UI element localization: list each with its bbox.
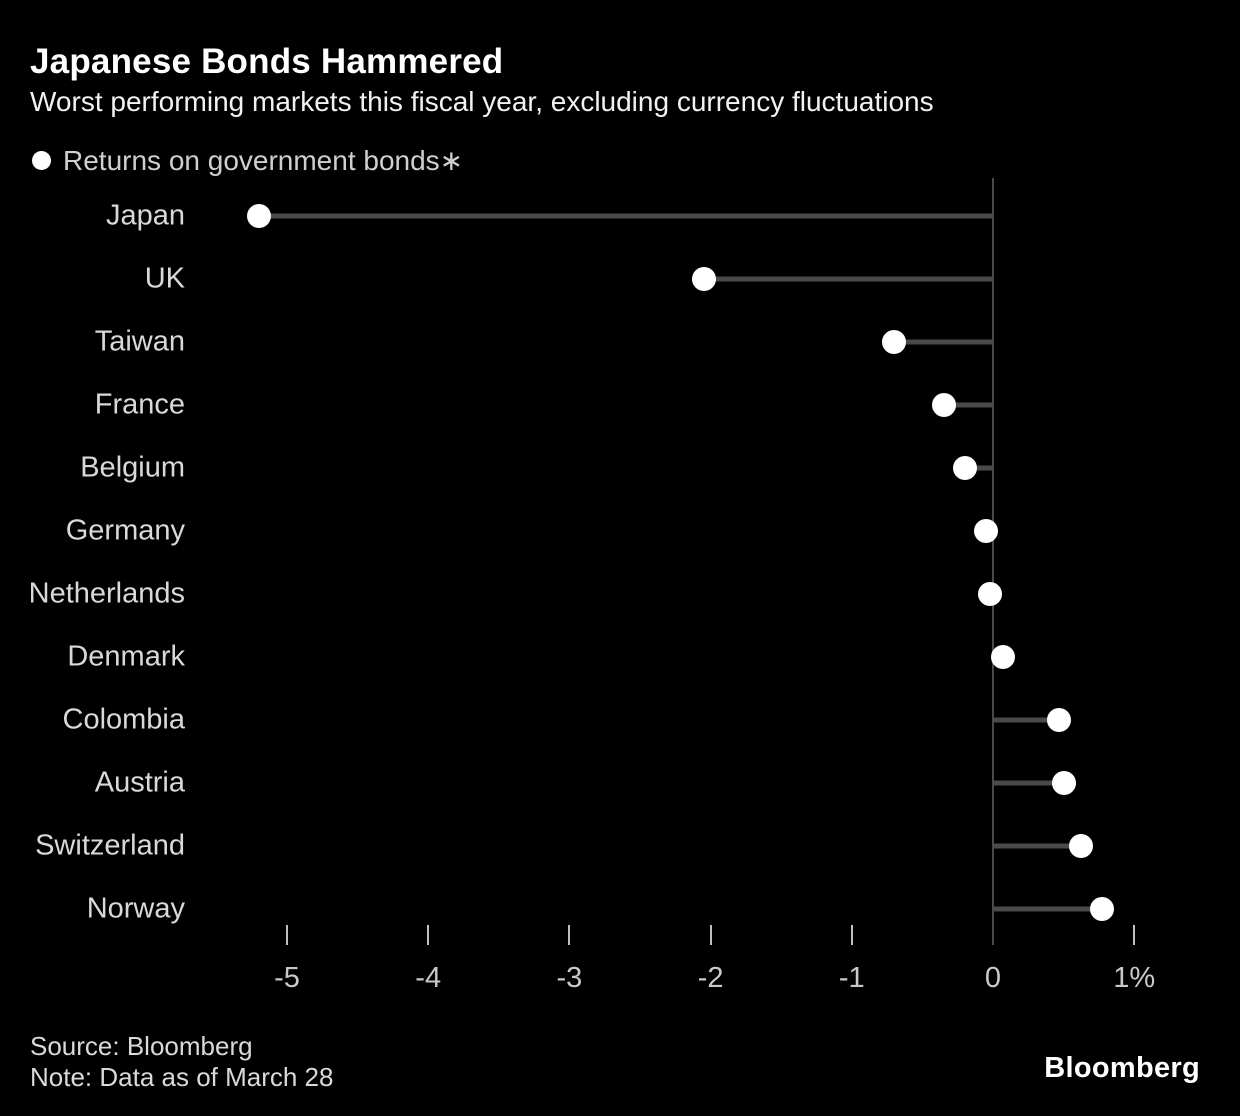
data-point-dot xyxy=(931,393,956,417)
bloomberg-logo: Bloomberg xyxy=(1044,1052,1200,1084)
category-label: Denmark xyxy=(67,640,185,673)
category-label: Switzerland xyxy=(35,829,185,862)
note-line: Note: Data as of March 28 xyxy=(30,1062,334,1092)
x-axis-tick-label: -3 xyxy=(556,962,583,994)
stem-line xyxy=(993,717,1060,723)
chart-title: Japanese Bonds Hammered xyxy=(30,42,504,81)
data-point-dot xyxy=(1089,897,1114,921)
x-axis-tick xyxy=(286,925,288,945)
x-axis-tick-label: 0 xyxy=(984,962,1002,994)
data-point-dot xyxy=(1051,771,1076,795)
category-label: Belgium xyxy=(80,451,185,484)
data-point-dot xyxy=(1047,708,1072,732)
source-note-block: Source: Bloomberg Note: Data as of March… xyxy=(30,1031,333,1093)
category-label: Austria xyxy=(94,766,185,799)
stem-line xyxy=(943,402,993,408)
x-axis-tick-label: 1% xyxy=(1113,962,1156,994)
data-point-dot xyxy=(952,456,977,480)
x-axis-tick-label: -2 xyxy=(697,962,724,994)
stem-line xyxy=(993,843,1081,849)
legend-label: Returns on government bonds∗ xyxy=(63,145,464,176)
x-axis-tick xyxy=(568,925,571,945)
category-label: Germany xyxy=(65,514,185,547)
category-label: UK xyxy=(144,262,185,295)
category-label: Taiwan xyxy=(94,325,185,358)
data-point-dot xyxy=(691,267,716,291)
category-label: Japan xyxy=(105,199,185,232)
category-label: Colombia xyxy=(62,703,186,736)
x-axis-tick-label: -5 xyxy=(274,962,300,994)
zero-axis-line xyxy=(992,178,994,945)
data-point-dot xyxy=(990,645,1015,669)
stem-line xyxy=(964,465,993,471)
data-point-dot xyxy=(882,330,907,354)
data-point-dot xyxy=(246,204,271,228)
legend: Returns on government bonds∗ xyxy=(32,144,463,177)
stem-line xyxy=(894,339,993,345)
stem-line xyxy=(993,906,1102,912)
stem-line xyxy=(258,213,993,219)
chart-subtitle: Worst performing markets this fiscal yea… xyxy=(30,86,934,117)
category-label: France xyxy=(94,388,185,421)
stem-line xyxy=(993,780,1064,786)
data-point-dot xyxy=(1068,834,1093,858)
category-label: Netherlands xyxy=(28,577,185,610)
x-axis-tick-label: -1 xyxy=(838,962,865,994)
data-point-dot xyxy=(973,519,998,543)
legend-dot-icon xyxy=(32,151,51,170)
x-axis-tick xyxy=(850,925,853,945)
x-axis-tick xyxy=(1133,925,1136,945)
x-axis-tick xyxy=(427,925,430,945)
x-axis-tick-label: -4 xyxy=(415,962,442,994)
category-label: Norway xyxy=(86,892,185,925)
x-axis-tick xyxy=(709,925,712,945)
source-line: Source: Bloomberg xyxy=(30,1031,253,1061)
stem-line xyxy=(703,276,993,282)
data-point-dot xyxy=(978,582,1003,606)
